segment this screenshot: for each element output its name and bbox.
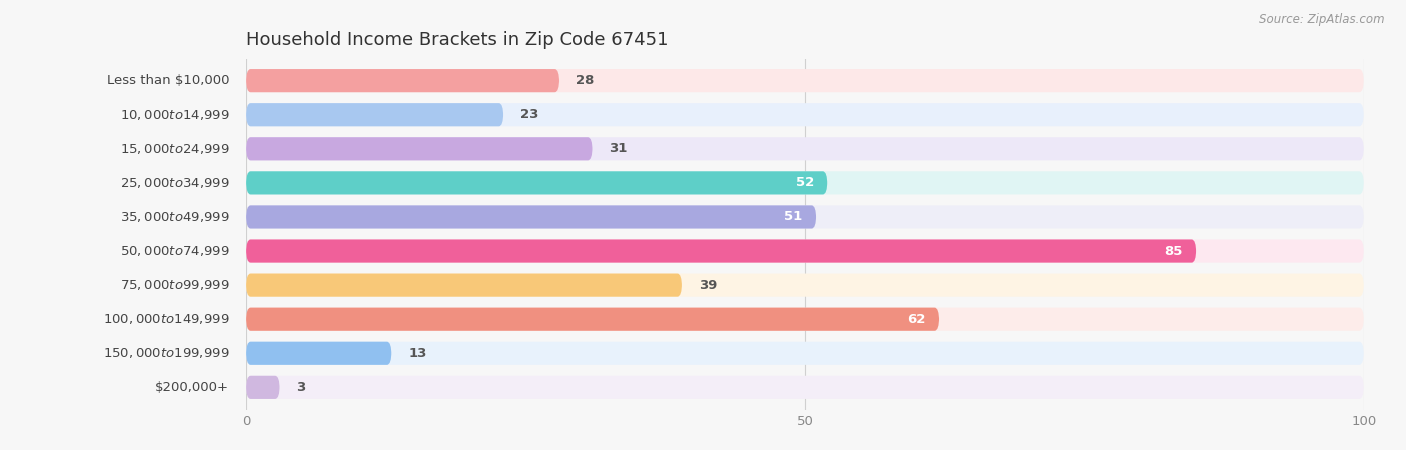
FancyBboxPatch shape xyxy=(246,103,1364,126)
Text: $35,000 to $49,999: $35,000 to $49,999 xyxy=(120,210,229,224)
Text: $15,000 to $24,999: $15,000 to $24,999 xyxy=(120,142,229,156)
FancyBboxPatch shape xyxy=(246,239,1197,263)
Text: $100,000 to $149,999: $100,000 to $149,999 xyxy=(103,312,229,326)
FancyBboxPatch shape xyxy=(246,376,280,399)
FancyBboxPatch shape xyxy=(246,205,815,229)
FancyBboxPatch shape xyxy=(246,171,1364,194)
FancyBboxPatch shape xyxy=(246,69,1364,92)
FancyBboxPatch shape xyxy=(246,137,1364,160)
Text: 62: 62 xyxy=(907,313,925,326)
Text: $75,000 to $99,999: $75,000 to $99,999 xyxy=(120,278,229,292)
FancyBboxPatch shape xyxy=(246,171,827,194)
FancyBboxPatch shape xyxy=(246,137,592,160)
Text: 39: 39 xyxy=(699,279,717,292)
Text: 85: 85 xyxy=(1164,244,1182,257)
FancyBboxPatch shape xyxy=(246,342,1364,365)
Text: 31: 31 xyxy=(609,142,627,155)
Text: 3: 3 xyxy=(297,381,305,394)
FancyBboxPatch shape xyxy=(246,308,1364,331)
Text: $25,000 to $34,999: $25,000 to $34,999 xyxy=(120,176,229,190)
FancyBboxPatch shape xyxy=(246,308,939,331)
FancyBboxPatch shape xyxy=(246,239,1364,263)
Text: $10,000 to $14,999: $10,000 to $14,999 xyxy=(120,108,229,122)
FancyBboxPatch shape xyxy=(246,69,560,92)
FancyBboxPatch shape xyxy=(246,376,1364,399)
Text: 51: 51 xyxy=(785,211,803,224)
Text: Source: ZipAtlas.com: Source: ZipAtlas.com xyxy=(1260,14,1385,27)
Text: Less than $10,000: Less than $10,000 xyxy=(107,74,229,87)
Text: 23: 23 xyxy=(520,108,538,121)
Text: $200,000+: $200,000+ xyxy=(155,381,229,394)
FancyBboxPatch shape xyxy=(246,205,1364,229)
Text: 13: 13 xyxy=(408,347,426,360)
Text: 52: 52 xyxy=(796,176,814,189)
FancyBboxPatch shape xyxy=(246,103,503,126)
FancyBboxPatch shape xyxy=(246,342,391,365)
Text: $150,000 to $199,999: $150,000 to $199,999 xyxy=(103,346,229,360)
Text: $50,000 to $74,999: $50,000 to $74,999 xyxy=(120,244,229,258)
Text: Household Income Brackets in Zip Code 67451: Household Income Brackets in Zip Code 67… xyxy=(246,31,668,49)
FancyBboxPatch shape xyxy=(246,274,1364,297)
FancyBboxPatch shape xyxy=(246,274,682,297)
Text: 28: 28 xyxy=(576,74,595,87)
